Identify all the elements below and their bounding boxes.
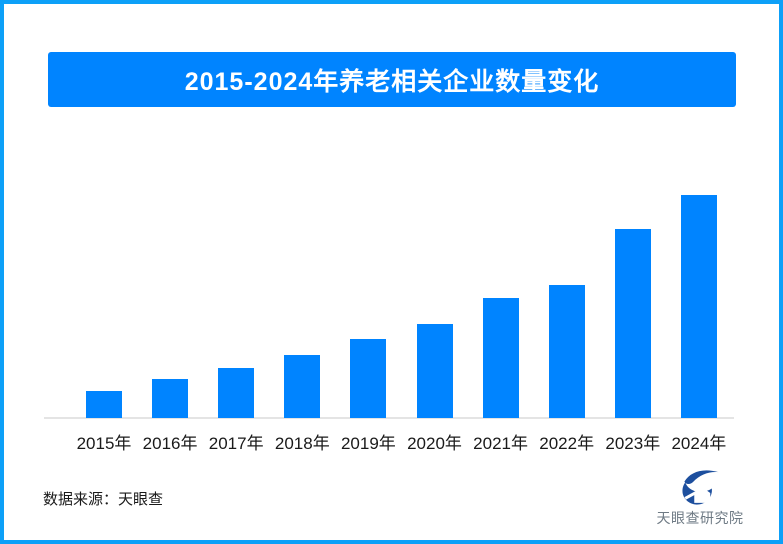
tianyancha-eye-icon bbox=[682, 470, 719, 505]
x-axis-label-2022年: 2022年 bbox=[539, 434, 595, 453]
x-axis-label-2023年: 2023年 bbox=[605, 434, 661, 453]
bar-2015年 bbox=[86, 391, 122, 418]
bar-2020年 bbox=[416, 324, 453, 418]
bar-2023年 bbox=[614, 229, 651, 418]
bar-2018年 bbox=[284, 355, 321, 418]
data-source-label: 数据来源：天眼查 bbox=[43, 491, 164, 508]
x-axis-label-2020年: 2020年 bbox=[407, 434, 462, 453]
x-axis-label-2024年: 2024年 bbox=[671, 434, 727, 453]
x-axis-label-2021年: 2021年 bbox=[473, 434, 529, 453]
brand-logo-label: 天眼查研究院 bbox=[656, 510, 744, 526]
x-axis-label-2018年: 2018年 bbox=[274, 434, 330, 453]
x-axis-label-2017年: 2017年 bbox=[208, 434, 264, 453]
bar-2024年 bbox=[680, 195, 717, 418]
x-axis-label-2015年: 2015年 bbox=[76, 434, 132, 453]
bar-2017年 bbox=[218, 368, 255, 418]
bar-2022年 bbox=[548, 285, 585, 418]
bar-2019年 bbox=[350, 339, 387, 418]
x-axis-label-2019年: 2019年 bbox=[340, 434, 396, 453]
x-axis-line bbox=[44, 417, 734, 419]
brand-logo: 天眼查研究院 bbox=[653, 466, 747, 528]
x-axis-label-2016年: 2016年 bbox=[142, 434, 198, 453]
title-banner: 2015-2024年养老相关企业数量变化 bbox=[48, 52, 736, 107]
page-title: 2015-2024年养老相关企业数量变化 bbox=[184, 67, 600, 96]
bar-2021年 bbox=[482, 298, 519, 418]
bar-2016年 bbox=[152, 379, 189, 418]
